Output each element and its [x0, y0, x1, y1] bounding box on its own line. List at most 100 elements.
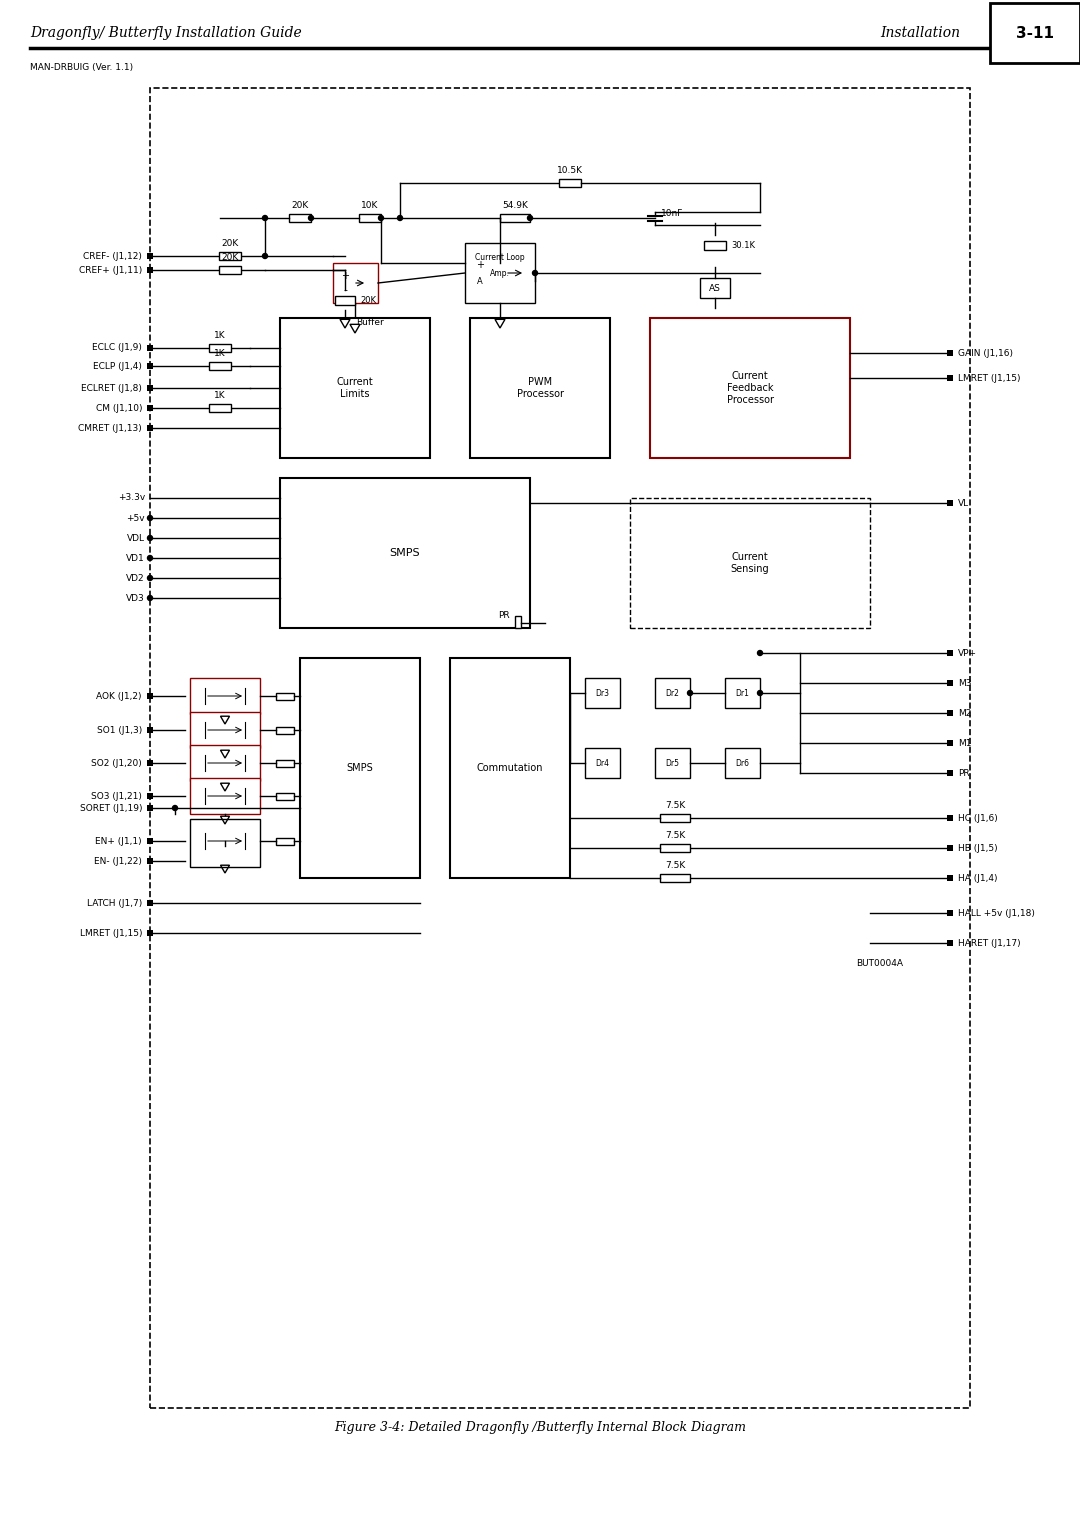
- Circle shape: [148, 535, 152, 541]
- Text: ECLP (J1,4): ECLP (J1,4): [93, 362, 141, 370]
- Text: Current
Limits: Current Limits: [337, 377, 374, 399]
- Bar: [219, 252, 241, 260]
- Text: VDL: VDL: [127, 533, 145, 542]
- Text: PR: PR: [958, 769, 970, 778]
- Text: SO2 (J1,20): SO2 (J1,20): [91, 758, 141, 767]
- Bar: [725, 678, 760, 707]
- Bar: [147, 364, 153, 368]
- Bar: [190, 819, 260, 866]
- Bar: [147, 425, 153, 431]
- Bar: [147, 385, 153, 391]
- Bar: [450, 659, 570, 879]
- Circle shape: [378, 215, 383, 220]
- Circle shape: [148, 596, 152, 601]
- Text: Dr6: Dr6: [735, 758, 750, 767]
- Bar: [280, 318, 430, 458]
- Bar: [630, 498, 870, 628]
- Text: M1: M1: [958, 738, 972, 747]
- Circle shape: [262, 254, 268, 258]
- Bar: [359, 214, 381, 222]
- Bar: [276, 837, 294, 845]
- Text: ECLRET (J1,8): ECLRET (J1,8): [81, 384, 141, 393]
- Bar: [700, 278, 730, 298]
- Bar: [947, 770, 953, 776]
- Circle shape: [757, 691, 762, 695]
- Text: 30.1K: 30.1K: [731, 240, 755, 249]
- Circle shape: [757, 651, 762, 656]
- Bar: [147, 859, 153, 863]
- Text: GAIN (J1,16): GAIN (J1,16): [958, 348, 1013, 358]
- Text: BUT0004A: BUT0004A: [856, 958, 904, 967]
- Bar: [650, 318, 850, 458]
- Circle shape: [262, 215, 268, 220]
- Bar: [947, 911, 953, 915]
- Text: CREF+ (J1,11): CREF+ (J1,11): [79, 266, 141, 275]
- Bar: [990, 3, 1080, 63]
- Text: VL: VL: [958, 498, 969, 507]
- Text: VD3: VD3: [126, 593, 145, 602]
- Text: 1K: 1K: [214, 348, 226, 358]
- Circle shape: [527, 215, 532, 220]
- Circle shape: [397, 215, 403, 220]
- Bar: [559, 179, 581, 186]
- Text: HC (J1,6): HC (J1,6): [958, 813, 998, 822]
- Bar: [660, 874, 690, 882]
- Bar: [147, 405, 153, 411]
- Text: 20K: 20K: [292, 202, 309, 209]
- Bar: [333, 263, 378, 303]
- Bar: [147, 267, 153, 274]
- Text: 3-11: 3-11: [1016, 26, 1054, 41]
- Bar: [289, 214, 311, 222]
- Bar: [280, 478, 530, 628]
- Circle shape: [148, 556, 152, 561]
- Text: 10K: 10K: [362, 202, 379, 209]
- Text: PWM
Processor: PWM Processor: [516, 377, 564, 399]
- Bar: [660, 814, 690, 822]
- Text: +: +: [476, 260, 484, 270]
- Bar: [150, 89, 970, 1407]
- Circle shape: [688, 691, 692, 695]
- Text: -: -: [343, 286, 347, 295]
- Text: Dr3: Dr3: [595, 689, 609, 697]
- Text: A: A: [477, 277, 483, 286]
- Bar: [947, 814, 953, 821]
- Bar: [947, 350, 953, 356]
- Bar: [585, 749, 620, 778]
- Text: 10.5K: 10.5K: [557, 167, 583, 176]
- Bar: [704, 240, 726, 249]
- Bar: [147, 837, 153, 843]
- Text: CREF- (J1,12): CREF- (J1,12): [83, 252, 141, 260]
- Text: Installation: Installation: [880, 26, 960, 40]
- Bar: [654, 749, 690, 778]
- Text: Dragonfly/ Butterfly Installation Guide: Dragonfly/ Butterfly Installation Guide: [30, 26, 301, 40]
- Bar: [147, 694, 153, 698]
- Text: HALL +5v (J1,18): HALL +5v (J1,18): [958, 909, 1035, 917]
- Text: SORET (J1,19): SORET (J1,19): [80, 804, 141, 813]
- Bar: [219, 266, 241, 274]
- Text: 20K: 20K: [360, 295, 376, 304]
- Bar: [470, 318, 610, 458]
- Text: 54.9K: 54.9K: [502, 202, 528, 209]
- Bar: [947, 711, 953, 717]
- Bar: [276, 726, 294, 733]
- Bar: [147, 345, 153, 351]
- Text: Dr1: Dr1: [735, 689, 750, 697]
- Bar: [654, 678, 690, 707]
- Text: MAN-DRBUIG (Ver. 1.1): MAN-DRBUIG (Ver. 1.1): [30, 63, 133, 72]
- Text: Dr2: Dr2: [665, 689, 679, 697]
- Bar: [210, 403, 231, 413]
- Circle shape: [532, 270, 538, 275]
- Bar: [190, 678, 260, 714]
- Text: LATCH (J1,7): LATCH (J1,7): [86, 898, 141, 908]
- Text: VD2: VD2: [126, 573, 145, 582]
- Bar: [335, 295, 355, 304]
- Bar: [660, 843, 690, 853]
- Bar: [947, 500, 953, 506]
- Text: HA (J1,4): HA (J1,4): [958, 874, 998, 883]
- Text: AS: AS: [710, 284, 721, 292]
- Bar: [947, 845, 953, 851]
- Text: Buffer: Buffer: [356, 318, 383, 327]
- Text: HB (J1,5): HB (J1,5): [958, 843, 998, 853]
- Bar: [585, 678, 620, 707]
- Text: Current
Feedback
Processor: Current Feedback Processor: [727, 371, 773, 405]
